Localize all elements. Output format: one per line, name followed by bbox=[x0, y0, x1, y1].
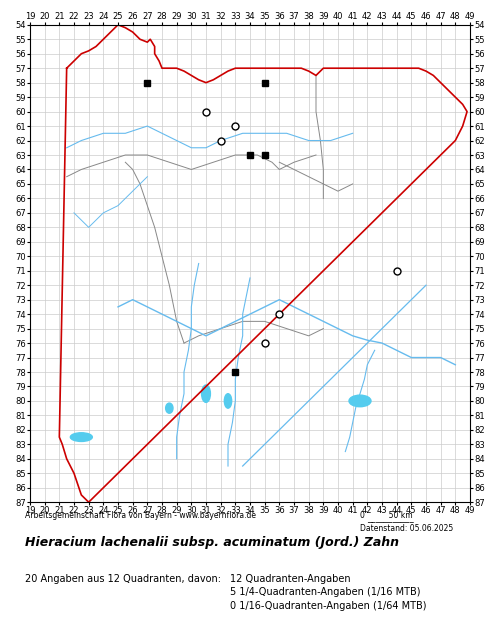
Text: 12 Quadranten-Angaben: 12 Quadranten-Angaben bbox=[230, 574, 350, 583]
Ellipse shape bbox=[224, 394, 232, 408]
Ellipse shape bbox=[166, 403, 173, 414]
Text: Datenstand: 05.06.2025: Datenstand: 05.06.2025 bbox=[360, 524, 453, 533]
Text: 0 1/16-Quadranten-Angaben (1/64 MTB): 0 1/16-Quadranten-Angaben (1/64 MTB) bbox=[230, 601, 426, 611]
Ellipse shape bbox=[70, 433, 92, 441]
Ellipse shape bbox=[202, 385, 210, 402]
Text: Arbeitsgemeinschaft Flora von Bayern - www.bayernflora.de: Arbeitsgemeinschaft Flora von Bayern - w… bbox=[25, 512, 256, 521]
Text: 20 Angaben aus 12 Quadranten, davon:: 20 Angaben aus 12 Quadranten, davon: bbox=[25, 574, 221, 583]
Text: 5 1/4-Quadranten-Angaben (1/16 MTB): 5 1/4-Quadranten-Angaben (1/16 MTB) bbox=[230, 587, 420, 597]
Ellipse shape bbox=[349, 395, 371, 407]
Text: ___________: ___________ bbox=[368, 515, 414, 524]
Text: 0          50 km: 0 50 km bbox=[360, 512, 412, 521]
Text: Hieracium lachenalii subsp. acuminatum (Jord.) Zahn: Hieracium lachenalii subsp. acuminatum (… bbox=[25, 536, 399, 549]
